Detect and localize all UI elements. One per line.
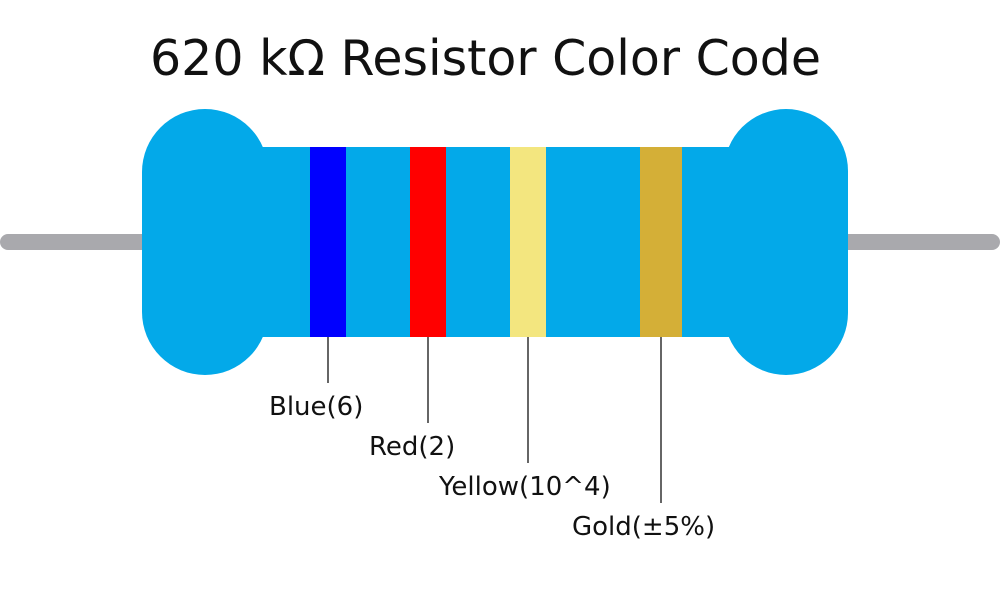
label-blue: Blue(6) xyxy=(269,392,363,422)
band-yellow xyxy=(510,147,546,337)
leader-lines xyxy=(327,337,662,503)
band-blue xyxy=(310,147,346,337)
page-title: 620 kΩ Resistor Color Code xyxy=(150,30,822,87)
label-gold: Gold(±5%) xyxy=(572,512,715,542)
band-red xyxy=(410,147,446,337)
label-yellow: Yellow(10^4) xyxy=(438,472,611,502)
label-red: Red(2) xyxy=(369,432,455,462)
resistor-body xyxy=(142,109,848,375)
band-gold xyxy=(640,147,682,337)
